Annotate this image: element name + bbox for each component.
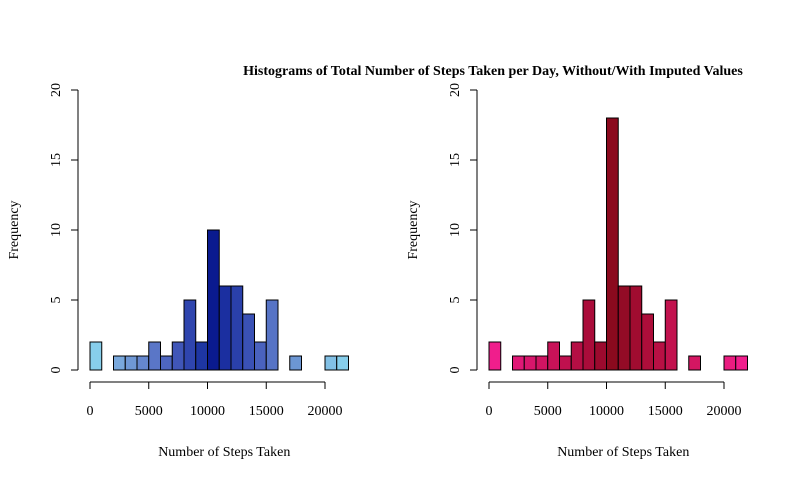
x-tick-label: 15000 [648, 404, 683, 419]
histogram-bar [617, 285, 631, 371]
x-tick-label: 10000 [190, 404, 225, 419]
x-axis-label: Number of Steps Taken [557, 445, 689, 460]
x-tick-label: 10000 [589, 404, 624, 419]
histogram-bar [148, 341, 161, 371]
histogram-bar [207, 229, 220, 371]
histogram-bar [594, 341, 607, 371]
histogram-bar [113, 355, 126, 371]
histogram-bar [160, 355, 173, 371]
histogram-bar [183, 299, 197, 371]
histogram-bar [218, 285, 232, 371]
y-tick-label: 15 [448, 153, 463, 167]
histogram-bar [641, 313, 654, 371]
histogram-bar [195, 341, 208, 371]
y-tick-label: 0 [448, 367, 463, 374]
histogram-panel-without-imputed: 0 5 10 15 20 0 5000 10000 15000 20000 Number of St… [7, 83, 349, 460]
y-tick-label: 20 [49, 83, 64, 97]
y-tick-label: 5 [448, 297, 463, 304]
histogram-bar [230, 285, 244, 371]
y-tick-label: 0 [49, 367, 64, 374]
histogram-bar [735, 355, 748, 371]
x-tick-label: 5000 [534, 404, 562, 419]
histogram-bar [535, 355, 549, 371]
histogram-panel-with-imputed: 0 5 10 15 20 0 5000 10000 15000 20000 Number of St… [406, 83, 748, 460]
x-tick-label: 0 [486, 404, 493, 419]
histogram-bar [629, 285, 643, 371]
x-tick-label: 5000 [135, 404, 163, 419]
x-tick-label: 15000 [249, 404, 284, 419]
histogram-bar [653, 341, 666, 371]
y-tick-label: 10 [49, 223, 64, 237]
histogram-bar [582, 299, 596, 371]
histogram-bar [559, 355, 572, 371]
histogram-bar [723, 355, 737, 371]
histogram-bar [523, 355, 537, 371]
histogram-bar [242, 313, 255, 371]
x-tick-label: 20000 [707, 404, 742, 419]
histogram-bar [606, 117, 619, 371]
histogram-bar [254, 341, 267, 371]
histogram-bar [664, 299, 678, 371]
histogram-bar [547, 341, 560, 371]
y-axis-label: Frequency [7, 200, 22, 259]
histogram-bar [336, 355, 349, 371]
histogram-bar [171, 341, 185, 371]
y-tick-label: 5 [49, 297, 64, 304]
histogram-bar [688, 355, 701, 371]
y-axis-label: Frequency [406, 200, 421, 259]
histogram-bar [136, 355, 150, 371]
histogram-bar [124, 355, 138, 371]
histogram-bar [512, 355, 525, 371]
y-tick-label: 20 [448, 83, 463, 97]
x-axis-label: Number of Steps Taken [158, 445, 290, 460]
histogram-bar [570, 341, 584, 371]
histogram-bar [265, 299, 279, 371]
x-tick-label: 0 [87, 404, 94, 419]
histogram-bar [89, 341, 103, 371]
y-tick-label: 10 [448, 223, 463, 237]
histogram-bar [324, 355, 338, 371]
x-tick-label: 20000 [308, 404, 343, 419]
histogram-bar [488, 341, 502, 371]
histogram-bar [289, 355, 302, 371]
y-tick-label: 15 [49, 153, 64, 167]
figure-title: Histograms of Total Number of Steps Take… [243, 64, 743, 79]
